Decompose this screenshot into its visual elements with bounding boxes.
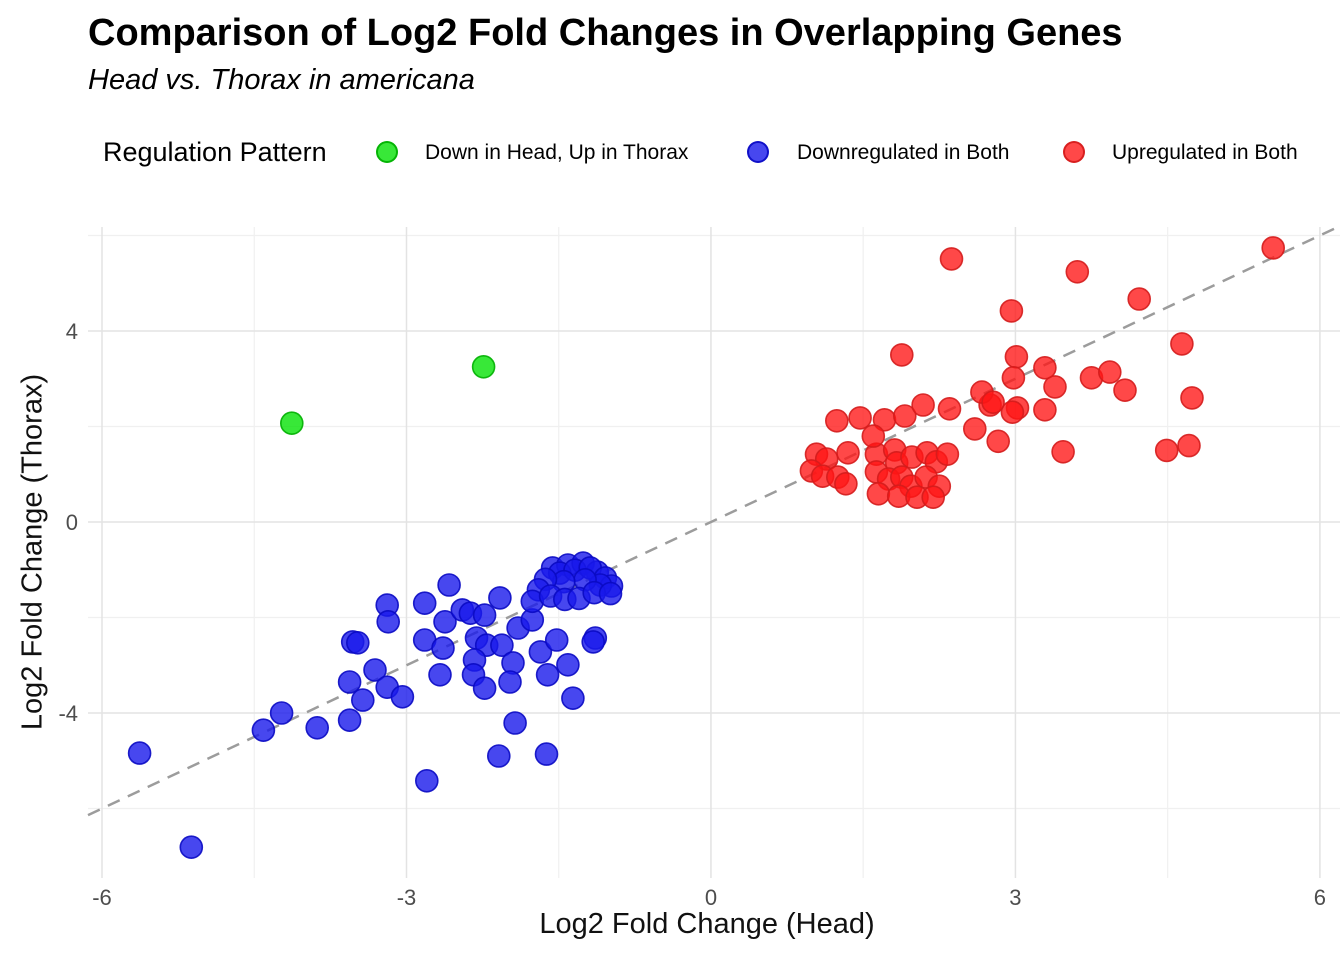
- data-points: [127, 236, 1285, 860]
- data-point: [528, 640, 553, 664]
- data-point: [544, 628, 569, 652]
- data-point: [345, 630, 370, 655]
- data-point: [269, 701, 294, 725]
- data-point: [535, 662, 560, 687]
- data-point: [1001, 365, 1026, 390]
- data-point: [251, 718, 276, 743]
- data-point: [939, 247, 964, 271]
- data-point: [1098, 360, 1122, 384]
- data-point: [472, 603, 497, 627]
- data-point: [598, 581, 623, 606]
- legend-dot-red-icon: [1063, 141, 1085, 163]
- y-tick-label: -4: [58, 701, 78, 726]
- data-point: [1000, 400, 1025, 425]
- data-point: [472, 676, 497, 701]
- chart-title: Comparison of Log2 Fold Changes in Overl…: [88, 12, 1123, 54]
- data-point: [848, 406, 872, 430]
- data-point: [892, 404, 917, 428]
- x-tick-label: -3: [397, 885, 417, 910]
- minor-gridlines: [88, 227, 1340, 878]
- legend-item-upregulated-both: Upregulated in Both: [1112, 141, 1298, 164]
- data-point: [1180, 386, 1204, 410]
- legend-item-downregulated-both: Downregulated in Both: [797, 141, 1010, 164]
- data-point: [981, 390, 1005, 415]
- data-point: [1033, 397, 1057, 422]
- x-tick-label: 0: [705, 885, 717, 910]
- data-point: [581, 630, 606, 654]
- data-point: [889, 343, 914, 367]
- major-gridlines: [88, 227, 1340, 878]
- data-point: [836, 440, 860, 465]
- chart-subtitle: Head vs. Thorax in americana: [88, 64, 475, 96]
- data-point: [824, 408, 849, 433]
- legend-item-down-head-up-thorax: Down in Head, Up in Thorax: [425, 141, 689, 164]
- data-point: [921, 485, 946, 510]
- data-point: [1043, 375, 1067, 399]
- data-point: [428, 662, 452, 687]
- data-point: [999, 299, 1024, 323]
- data-point: [486, 744, 511, 768]
- y-tick-label: 0: [66, 510, 78, 535]
- data-point: [1154, 438, 1179, 463]
- series-down-in-head-up-in-thorax: [279, 354, 496, 436]
- data-point: [363, 658, 387, 682]
- data-point: [471, 354, 496, 379]
- data-point: [503, 711, 527, 735]
- data-point: [350, 688, 375, 712]
- data-point: [1051, 439, 1075, 464]
- data-point: [412, 591, 437, 616]
- dashed-identity-line: [87, 225, 1339, 817]
- data-point: [390, 684, 415, 709]
- data-point: [1113, 378, 1137, 403]
- data-point: [1170, 332, 1194, 356]
- data-point: [376, 609, 401, 634]
- data-point: [1127, 287, 1151, 311]
- data-point: [534, 742, 559, 766]
- data-point: [337, 708, 362, 733]
- series-upregulated-in-both: [799, 236, 1285, 510]
- data-point: [861, 424, 886, 448]
- data-point: [935, 442, 960, 467]
- data-point: [305, 715, 330, 740]
- data-point: [488, 586, 512, 610]
- data-point: [556, 652, 580, 677]
- legend-dot-green-icon: [376, 141, 398, 163]
- data-point: [937, 396, 962, 421]
- legend-title: Regulation Pattern: [103, 137, 327, 167]
- data-point: [986, 429, 1011, 454]
- data-point: [437, 573, 461, 597]
- x-tick-label: 6: [1314, 885, 1326, 910]
- x-axis-title: Log2 Fold Change (Head): [539, 908, 875, 940]
- data-point: [561, 686, 585, 711]
- data-point: [962, 417, 987, 441]
- data-point: [498, 670, 522, 694]
- series-downregulated-in-both: [127, 551, 624, 860]
- data-point: [179, 835, 204, 860]
- data-point: [127, 741, 152, 765]
- data-point: [433, 609, 457, 634]
- data-point: [490, 633, 514, 658]
- data-point: [1065, 259, 1090, 284]
- x-tick-label: 3: [1009, 885, 1021, 910]
- data-point: [414, 768, 439, 793]
- data-point: [1004, 344, 1029, 369]
- data-point: [1261, 236, 1285, 260]
- data-point: [279, 411, 304, 436]
- data-point: [1033, 355, 1057, 380]
- data-point: [911, 393, 935, 417]
- data-point: [431, 636, 455, 660]
- data-point: [834, 471, 858, 496]
- y-tick-label: 4: [66, 319, 78, 344]
- axis-tick-labels: -6 -3 0 3 6 4 0 -4: [58, 319, 1326, 910]
- identity-reference-line: [87, 225, 1339, 817]
- data-point: [1177, 433, 1201, 458]
- x-tick-label: -6: [92, 885, 112, 910]
- legend-dot-blue-icon: [747, 141, 769, 163]
- data-point: [866, 481, 891, 506]
- data-point: [337, 670, 362, 694]
